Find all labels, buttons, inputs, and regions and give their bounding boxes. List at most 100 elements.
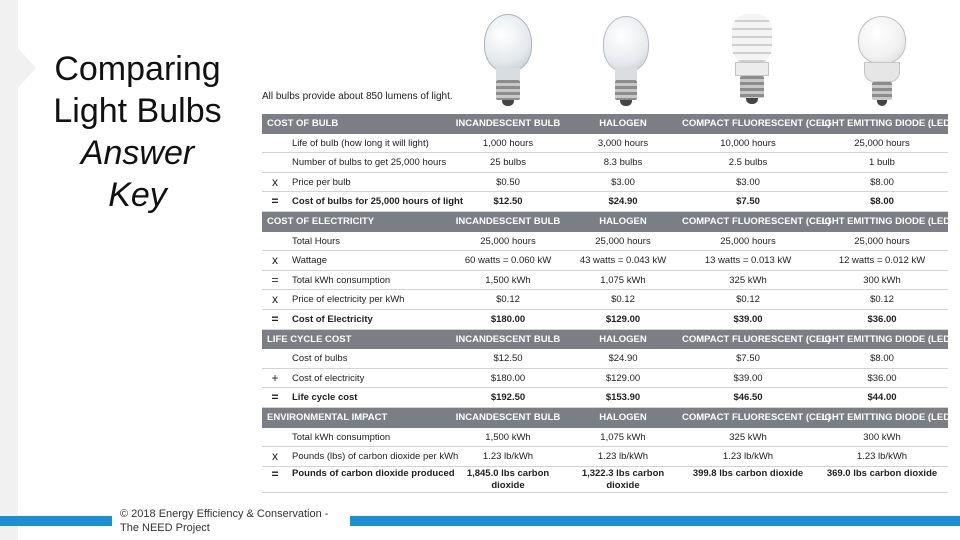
column-header: LIGHT EMITTING DIODE (LED) xyxy=(816,118,954,129)
table-cell: 25,000 hours xyxy=(720,235,776,247)
table-cell: $7.50 xyxy=(736,353,760,365)
column-header: HALOGEN xyxy=(599,411,647,423)
column-header: HALOGEN xyxy=(599,333,647,345)
section-title: COST OF BULB xyxy=(267,118,339,129)
column-header: INCANDESCENT BULB xyxy=(455,118,561,129)
column-header: COMPACT FLUORESCENT (CFL) xyxy=(682,411,831,423)
table-cell: $24.90 xyxy=(608,196,638,208)
halogen-bulb-icon xyxy=(596,8,656,108)
section-title: COST OF ELECTRICITY xyxy=(267,215,375,227)
table-cell: $44.00 xyxy=(867,392,897,404)
table-cell: 60 watts = 0.060 kW xyxy=(464,255,552,267)
column-header: COMPACT FLUORESCENT (CFL) xyxy=(682,333,831,345)
table-row: x Price per bulb $0.50 $3.00 $3.00 $8.00 xyxy=(262,173,948,193)
table-cell: 325 kWh xyxy=(729,274,767,286)
operator-symbol: x xyxy=(272,253,278,268)
table-cell: 10,000 hours xyxy=(720,137,776,149)
cfl-bulb-icon xyxy=(722,8,782,108)
row-label: Cost of Electricity xyxy=(292,313,373,325)
table-cell: 1,845.0 lbs carbon dioxide xyxy=(466,467,550,491)
lumens-note: All bulbs provide about 850 lumens of li… xyxy=(262,91,453,102)
table-cell: 300 kWh xyxy=(863,431,901,443)
row-label: Cost of bulbs for 25,000 hours of light xyxy=(292,196,464,208)
table-cell: 1.23 lb/kWh xyxy=(482,451,534,463)
row-label: Total kWh consumption xyxy=(292,431,391,443)
operator-symbol: x xyxy=(272,449,278,464)
table-cell: 1,000 hours xyxy=(482,137,534,149)
table-row: Total kWh consumption 1,500 kWh 1,075 kWh 3… xyxy=(262,428,948,448)
section-header: COST OF ELECTRICITY INCANDESCENT BULB HALO… xyxy=(262,211,953,232)
bulb-images xyxy=(460,8,950,108)
table-cell: 25,000 hours xyxy=(480,235,536,247)
table-cell: 1,075 kWh xyxy=(600,431,646,443)
table-cell: $36.00 xyxy=(867,372,897,384)
column-header: HALOGEN xyxy=(599,215,647,227)
table-cell: $46.50 xyxy=(733,392,763,404)
column-header: INCANDESCENT BULB xyxy=(455,411,561,423)
row-label: Total kWh consumption xyxy=(292,274,391,286)
section-title: ENVIRONMENTAL IMPACT xyxy=(267,411,388,423)
table-cell: 12 watts = 0.012 kW xyxy=(838,255,926,267)
operator-symbol: = xyxy=(271,390,279,405)
table-cell: 325 kWh xyxy=(729,431,767,443)
table-row: = Total kWh consumption 1,500 kWh 1,075 kWh… xyxy=(262,271,948,291)
footer-accent-bar-left xyxy=(0,516,112,526)
table-cell: $0.12 xyxy=(870,294,894,306)
table-cell: 1,500 kWh xyxy=(485,431,531,443)
title-line-2: Light Bulbs xyxy=(53,92,222,130)
column-header: LIGHT EMITTING DIODE (LED) xyxy=(816,411,954,423)
operator-symbol: = xyxy=(271,272,279,287)
row-label: Cost of bulbs xyxy=(292,353,348,365)
operator-symbol: x xyxy=(272,174,278,189)
title-line-1: Comparing xyxy=(54,50,221,88)
operator-symbol: + xyxy=(271,370,279,385)
section-header: COST OF BULB INCANDESCENT BULB HALOGEN COMP… xyxy=(262,114,954,134)
table-cell: $180.00 xyxy=(490,372,526,384)
table-cell: $24.90 xyxy=(608,353,638,365)
table-row: = Life cycle cost $192.50 $153.90 $46.50 $44.… xyxy=(262,388,948,408)
section-header: LIFE CYCLE COST INCANDESCENT BULB HALOGEN C… xyxy=(262,329,954,350)
led-bulb-icon xyxy=(852,8,912,108)
table-row: = Pounds of carbon dioxide produced 1,845.… xyxy=(262,467,948,493)
column-header: LIGHT EMITTING DIODE (LED) xyxy=(816,333,954,345)
row-label: Price per bulb xyxy=(292,176,351,188)
table-row: + Cost of electricity $180.00 $129.00 $39.00… xyxy=(262,369,948,389)
table-row: Number of bulbs to get 25,000 hours 25 bu… xyxy=(262,153,948,173)
table-cell: $192.50 xyxy=(490,392,526,404)
left-accent-strip xyxy=(0,0,18,540)
column-header: INCANDESCENT BULB xyxy=(455,215,561,227)
table-cell: $129.00 xyxy=(605,313,641,325)
operator-symbol: = xyxy=(271,311,279,326)
row-label: Pounds of carbon dioxide produced xyxy=(292,467,455,479)
table-cell: 1.23 lb/kWh xyxy=(722,451,774,463)
table-cell: 25 bulbs xyxy=(490,157,526,169)
table-cell: 43 watts = 0.043 kW xyxy=(579,255,667,267)
table-cell: $8.00 xyxy=(870,176,894,188)
row-label: Life cycle cost xyxy=(292,392,358,404)
table-cell: $8.00 xyxy=(870,196,894,208)
table-row: x Pounds (lbs) of carbon dioxide per kWh 1… xyxy=(262,447,948,467)
table-cell: $8.00 xyxy=(870,353,894,365)
table-cell: 1 bulb xyxy=(869,157,895,169)
table-cell: $36.00 xyxy=(867,313,897,325)
slide-title: Comparing Light Bulbs Answer Key xyxy=(30,48,245,216)
column-header: COMPACT FLUORESCENT (CFL) xyxy=(682,215,831,227)
table-cell: $7.50 xyxy=(736,196,760,208)
section-title: LIFE CYCLE COST xyxy=(267,333,352,345)
row-label: Cost of electricity xyxy=(292,372,365,384)
operator-symbol: = xyxy=(271,466,279,481)
row-label: Pounds (lbs) of carbon dioxide per kWh xyxy=(292,451,459,463)
table-cell: $0.12 xyxy=(611,294,635,306)
table-cell: $3.00 xyxy=(611,176,635,188)
row-label: Price of electricity per kWh xyxy=(292,294,405,306)
table-cell: $39.00 xyxy=(733,313,763,325)
row-label: Total Hours xyxy=(292,235,341,247)
operator-symbol: x xyxy=(272,292,278,307)
table-cell: $3.00 xyxy=(736,176,760,188)
table-cell: 3,000 hours xyxy=(597,137,649,149)
table-row: = Cost of Electricity $180.00 $129.00 $39.00… xyxy=(262,310,948,330)
subtitle-line-2: Key xyxy=(108,176,167,214)
table-cell: $12.50 xyxy=(493,353,523,365)
row-label: Number of bulbs to get 25,000 hours xyxy=(292,157,447,169)
table-cell: $0.12 xyxy=(496,294,520,306)
